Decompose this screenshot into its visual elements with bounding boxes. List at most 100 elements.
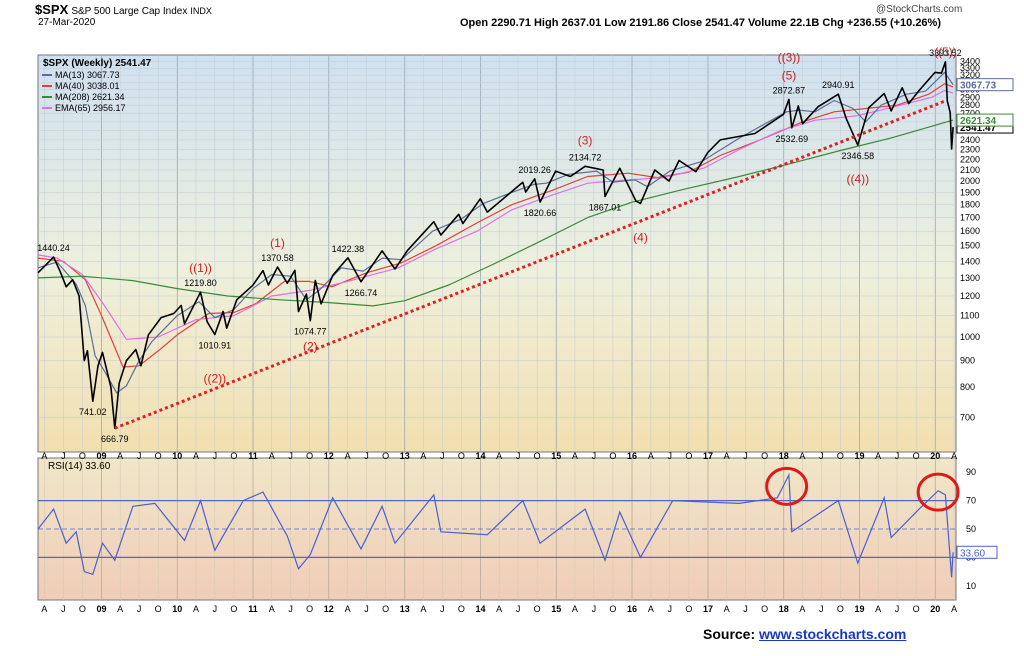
price-annotations: 1440.24 741.02 666.79 1219.80 1010.91 1370.58… bbox=[37, 45, 961, 444]
price-series-line bbox=[37, 71, 954, 394]
y-tick-label: 2100 bbox=[960, 165, 980, 175]
x-tick-label: 09 bbox=[97, 451, 107, 461]
x-tick-label: J bbox=[516, 604, 521, 614]
x-tick-label: J bbox=[137, 451, 142, 461]
x-tick-label: J bbox=[364, 604, 369, 614]
x-tick-label: 20 bbox=[930, 451, 940, 461]
y-tick-label: 2400 bbox=[960, 135, 980, 145]
x-tick-label: 17 bbox=[703, 451, 713, 461]
wave-label: (5) bbox=[782, 68, 797, 82]
x-tick-label: O bbox=[79, 604, 86, 614]
x-tick-label: A bbox=[193, 604, 199, 614]
x-tick-label: O bbox=[609, 604, 616, 614]
rsi-value-tag bbox=[956, 545, 998, 559]
x-tick-label: J bbox=[743, 604, 748, 614]
x-tick-label: A bbox=[724, 451, 730, 461]
legend-entry: MA(13) 3067.73 bbox=[55, 70, 120, 80]
y-tick-label: 700 bbox=[960, 412, 975, 422]
x-tick-label: A bbox=[496, 604, 502, 614]
x-tick-label: A bbox=[724, 604, 730, 614]
x-tick-label: J bbox=[668, 604, 673, 614]
wave-label: ((2)) bbox=[203, 372, 226, 386]
x-tick-label: O bbox=[837, 451, 844, 461]
source-label: Source: bbox=[703, 626, 756, 642]
index-name: S&P 500 Large Cap Index bbox=[71, 6, 188, 17]
legend-entry: MA(208) 2621.34 bbox=[55, 92, 125, 102]
x-tick-label: O bbox=[306, 604, 313, 614]
y-tick-label: 800 bbox=[960, 382, 975, 392]
x-tick-label: J bbox=[440, 451, 445, 461]
x-tick-label: A bbox=[269, 451, 275, 461]
y-tick-label: 1700 bbox=[960, 213, 980, 223]
x-tick-label: J bbox=[895, 451, 900, 461]
y-tick-label: 2000 bbox=[960, 176, 980, 186]
x-tick-label: A bbox=[951, 604, 957, 614]
rsi-highlight-circle bbox=[765, 466, 809, 506]
wave-label: ((3)) bbox=[778, 50, 801, 64]
x-tick-label: A bbox=[572, 451, 578, 461]
x-tick-label: O bbox=[230, 604, 237, 614]
x-tick-label: J bbox=[592, 604, 597, 614]
x-tick-label: A bbox=[799, 451, 805, 461]
x-tick-label: J bbox=[61, 451, 66, 461]
x-tick-label: O bbox=[79, 451, 86, 461]
rsi-value-tag-label: 33.60 bbox=[960, 548, 985, 559]
x-tick-label: A bbox=[951, 451, 957, 461]
x-tick-label: J bbox=[213, 451, 218, 461]
x-tick-label: O bbox=[761, 604, 768, 614]
price-annotation: 2532.69 bbox=[776, 134, 809, 144]
x-tick-label: 16 bbox=[627, 451, 637, 461]
y-tick-label: 2700 bbox=[960, 108, 980, 118]
source-link[interactable]: www.stockcharts.com bbox=[759, 626, 907, 642]
price-annotation: 2134.72 bbox=[569, 152, 602, 162]
x-tick-label: A bbox=[496, 451, 502, 461]
x-tick-label: J bbox=[895, 604, 900, 614]
price-annotation: 1422.38 bbox=[332, 244, 365, 254]
x-tick-label: 14 bbox=[475, 451, 485, 461]
rsi-title: RSI(14) 33.60 bbox=[48, 461, 111, 472]
x-tick-label: J bbox=[213, 604, 218, 614]
x-tick-label: A bbox=[193, 451, 199, 461]
x-tick-label: A bbox=[117, 451, 123, 461]
price-annotation: 1440.24 bbox=[37, 243, 70, 253]
x-tick-label: 17 bbox=[703, 604, 713, 614]
value-tag-label: 2621.34 bbox=[960, 116, 997, 127]
price-annotation: 3393.52 bbox=[929, 48, 962, 58]
rsi-highlight-circle bbox=[916, 472, 960, 512]
x-tick-label: O bbox=[534, 451, 541, 461]
price-annotation: 666.79 bbox=[101, 434, 129, 444]
rsi-gridlines bbox=[38, 458, 956, 600]
wave-label: ((5)) bbox=[934, 45, 957, 59]
value-tag bbox=[956, 113, 1014, 127]
x-tick-label: A bbox=[420, 604, 426, 614]
price-annotation: 1010.91 bbox=[199, 341, 232, 351]
x-tick-label: A bbox=[41, 451, 47, 461]
y-tick-label: 2800 bbox=[960, 100, 980, 110]
wave-label: (2) bbox=[303, 340, 318, 354]
y-tick-label: 1000 bbox=[960, 332, 980, 342]
x-tick-label: J bbox=[592, 451, 597, 461]
x-tick-label: A bbox=[345, 451, 351, 461]
y-tick-label: 3200 bbox=[960, 70, 980, 80]
x-tick-label: A bbox=[875, 451, 881, 461]
x-tick-label: J bbox=[288, 451, 293, 461]
x-tick-label: 18 bbox=[779, 451, 789, 461]
price-annotation: 1266.74 bbox=[345, 288, 378, 298]
price-legend-title: $SPX (Weekly) 2541.47 bbox=[43, 58, 152, 69]
x-tick-label: O bbox=[458, 604, 465, 614]
x-tick-label: O bbox=[155, 451, 162, 461]
x-tick-label: 20 bbox=[930, 604, 940, 614]
x-tick-label: 11 bbox=[248, 604, 258, 614]
x-tick-label: O bbox=[837, 604, 844, 614]
x-tick-label: 09 bbox=[97, 604, 107, 614]
rsi-series-lines bbox=[37, 466, 960, 578]
quote-line: Open 2290.71 High 2637.01 Low 2191.86 Cl… bbox=[460, 17, 941, 29]
x-tick-label: A bbox=[117, 604, 123, 614]
x-tick-label: O bbox=[534, 604, 541, 614]
x-tick-label: 10 bbox=[172, 604, 182, 614]
x-tick-label: J bbox=[819, 451, 824, 461]
y-tick-label: 2900 bbox=[960, 92, 980, 102]
price-annotation: 1820.66 bbox=[524, 208, 557, 218]
trendline bbox=[114, 99, 946, 430]
